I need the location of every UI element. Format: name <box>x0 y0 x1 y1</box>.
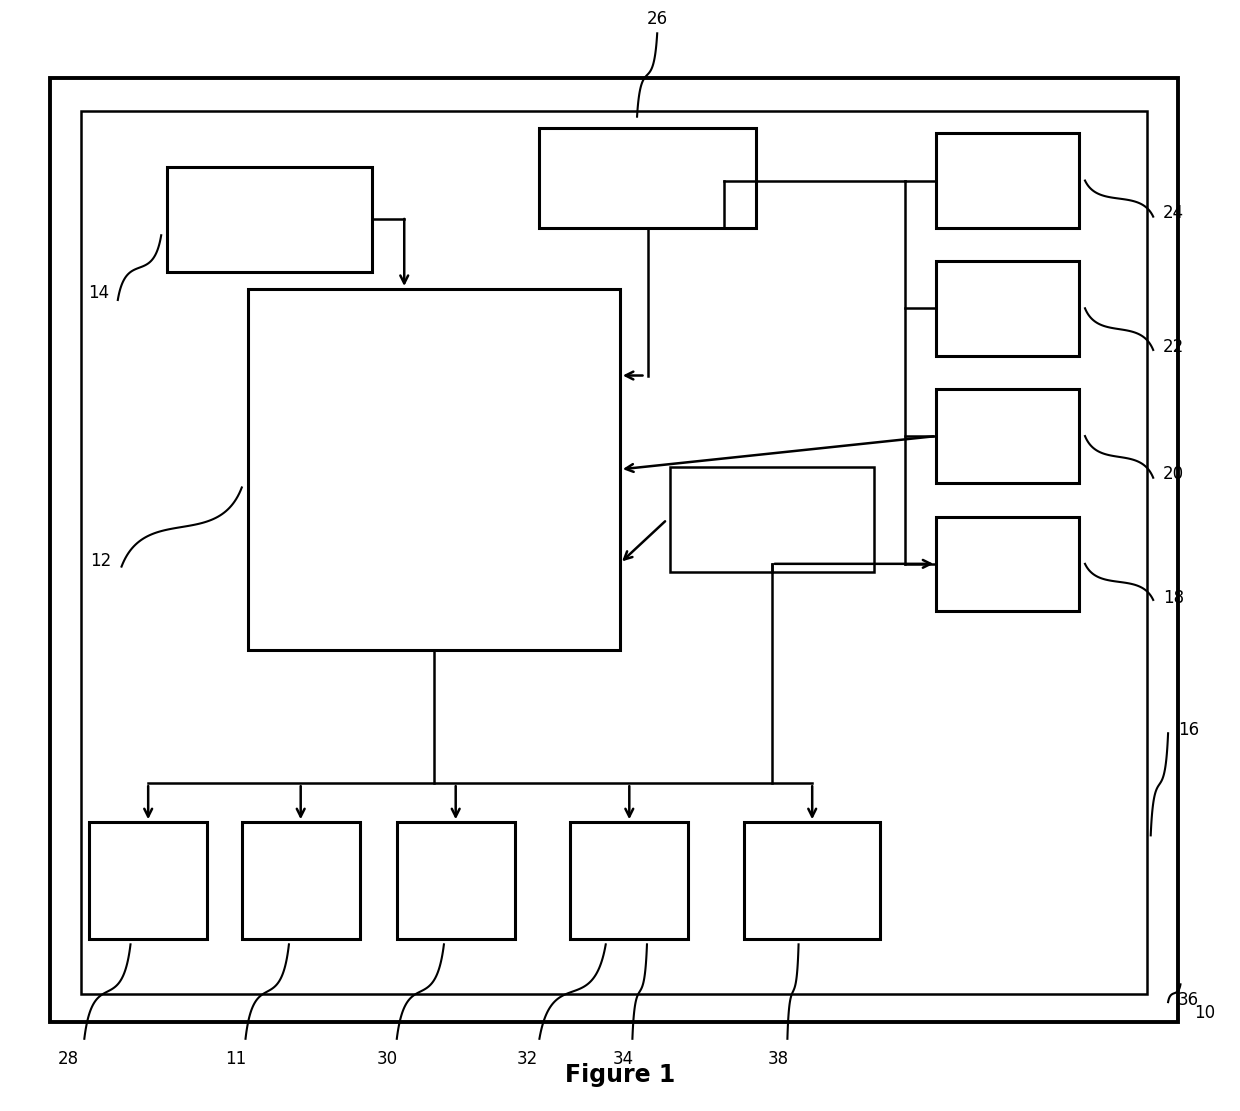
Bar <box>89 822 207 939</box>
Text: 24: 24 <box>1163 204 1184 222</box>
Bar <box>936 389 1079 483</box>
Bar <box>242 822 360 939</box>
Text: Figure 1: Figure 1 <box>565 1062 675 1087</box>
Text: 18: 18 <box>1163 589 1184 607</box>
Bar <box>936 517 1079 611</box>
Text: 22: 22 <box>1163 338 1184 356</box>
Text: 16: 16 <box>1178 721 1199 739</box>
Text: 28: 28 <box>57 1050 79 1068</box>
Text: 10: 10 <box>1194 1004 1215 1022</box>
Bar <box>397 822 515 939</box>
Text: 32: 32 <box>516 1050 538 1068</box>
Bar <box>936 133 1079 228</box>
Text: 36: 36 <box>1178 991 1199 1009</box>
Bar <box>744 822 880 939</box>
Text: 12: 12 <box>91 552 112 570</box>
Text: 14: 14 <box>88 284 109 302</box>
Text: 20: 20 <box>1163 466 1184 483</box>
Bar <box>248 289 620 650</box>
Text: 11: 11 <box>224 1050 247 1068</box>
Text: 26: 26 <box>646 10 668 28</box>
Bar <box>50 78 1178 1022</box>
Bar <box>539 128 756 228</box>
Bar <box>570 822 688 939</box>
Bar <box>167 167 372 272</box>
Text: 34: 34 <box>613 1050 635 1068</box>
Text: 38: 38 <box>768 1050 790 1068</box>
Text: 30: 30 <box>376 1050 398 1068</box>
Bar <box>670 467 874 572</box>
Bar <box>936 261 1079 356</box>
Bar <box>81 111 1147 994</box>
